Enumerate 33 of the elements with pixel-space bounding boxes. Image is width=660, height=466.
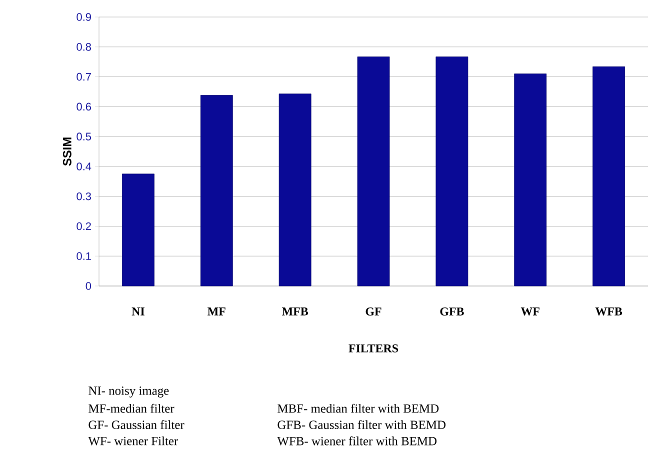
bar bbox=[278, 94, 312, 286]
x-tick-label: NI bbox=[132, 308, 144, 316]
x-tick-label: GFB bbox=[440, 308, 464, 316]
text: GFB- Gaussian filter with BEMD bbox=[278, 420, 446, 430]
y-tick-label: 0.1 bbox=[76, 252, 91, 260]
y-tick-label: 0.4 bbox=[76, 162, 92, 170]
text: MF-median filter bbox=[88, 404, 174, 413]
y-tick-label: 0.6 bbox=[76, 102, 91, 111]
text: GF- Gaussian filter bbox=[88, 420, 184, 430]
x-tick-label: GF bbox=[366, 308, 382, 316]
y-tick-label: 0.7 bbox=[76, 72, 91, 81]
bar bbox=[514, 74, 547, 286]
bar bbox=[357, 56, 390, 286]
x-tick-label: WF bbox=[520, 308, 540, 316]
text: WF- wiener Filter bbox=[88, 436, 178, 446]
bar bbox=[592, 66, 625, 286]
y-tick-label: 0.5 bbox=[76, 132, 92, 140]
bar bbox=[200, 95, 233, 286]
y-tick-label: 0.8 bbox=[76, 43, 91, 51]
x-tick-label: MFB bbox=[282, 308, 308, 316]
y-tick-label: 0.3 bbox=[76, 192, 91, 200]
x-tick-label: WFB bbox=[595, 308, 622, 316]
y-axis-title: SSIM bbox=[62, 138, 72, 166]
y-tick-label: 0.2 bbox=[76, 222, 91, 230]
x-axis-title: FILTERS bbox=[348, 344, 398, 352]
text: NI- noisy image bbox=[88, 386, 169, 398]
bar bbox=[436, 56, 468, 286]
text: MBF- median filter with BEMD bbox=[278, 404, 439, 413]
bar bbox=[122, 174, 154, 286]
y-tick-label: 0.9 bbox=[76, 13, 91, 21]
y-tick-label: 0 bbox=[86, 282, 92, 290]
x-tick-label: MF bbox=[208, 308, 226, 316]
text: WFB- wiener filter with BEMD bbox=[277, 436, 437, 446]
